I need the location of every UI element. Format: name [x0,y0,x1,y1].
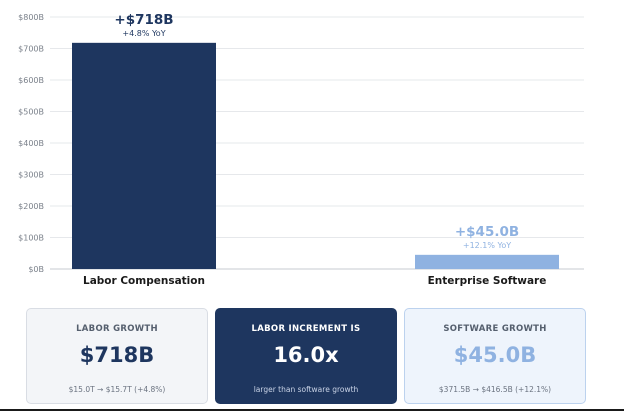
x-tick-label: Labor Compensation [83,275,205,287]
x-tick-label: Enterprise Software [428,275,547,287]
software-growth-detail: $371.5B → $416.5B (+12.1%) [438,385,552,394]
y-tick-label: $200B [18,202,44,211]
y-tick-label: $500B [18,108,44,117]
y-tick-label: $100B [18,234,44,243]
labor-growth-detail: $15.0T → $15.7T (+4.8%) [68,385,166,394]
summary-cards: LABOR GROWTH $718B $15.0T → $15.7T (+4.8… [26,308,586,406]
software-growth-card: SOFTWARE GROWTH $45.0B $371.5B → $416.5B… [404,308,586,404]
labor-growth-value: $718B [79,343,155,367]
y-tick-label: $300B [18,171,44,180]
bar [72,42,216,269]
labor-increment-card: LABOR INCREMENT IS 16.0x larger than sof… [215,308,397,404]
labor-growth-label: LABOR GROWTH [76,324,158,334]
bar-value-label: +$718B [114,12,173,28]
software-growth-label: SOFTWARE GROWTH [443,324,547,334]
bottom-divider [0,409,624,411]
bar-yoy-label: +4.8% YoY [122,29,165,38]
bar-yoy-label: +12.1% YoY [463,241,511,250]
labor-growth-card: LABOR GROWTH $718B $15.0T → $15.7T (+4.8… [26,308,208,404]
y-tick-label: $400B [18,139,44,148]
labor-increment-value: 16.0x [273,343,339,367]
y-tick-label: $800B [18,13,44,22]
y-tick-label: $0B [28,265,44,274]
bar-value-label: +$45.0B [455,224,519,240]
labor-increment-label: LABOR INCREMENT IS [251,324,361,334]
software-growth-value: $45.0B [453,343,537,367]
y-tick-label: $600B [18,76,44,85]
bar-chart: $0B $100B $200B $300B $400B $500B $600B $700B $8… [18,12,584,287]
labor-increment-detail: larger than software growth [253,385,359,394]
y-tick-label: $700B [18,45,44,54]
bar [415,254,559,269]
